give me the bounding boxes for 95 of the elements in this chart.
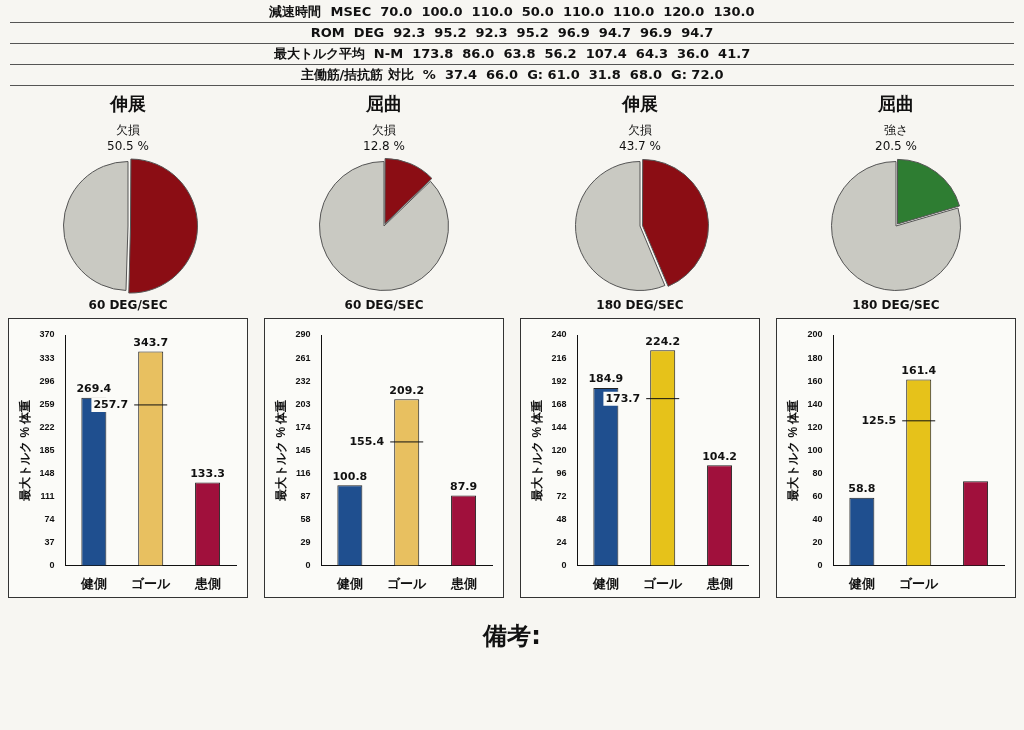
y-tick-label: 116: [295, 467, 311, 478]
y-tick-label: 180: [807, 352, 823, 363]
y-tick-label: 333: [39, 352, 55, 363]
chart-title: 屈曲: [365, 92, 403, 116]
text: 備考:: [481, 621, 542, 652]
x-tick-label: 健側: [591, 575, 619, 591]
slice-label: 欠損: [115, 122, 141, 139]
y-tick-label: 96: [556, 467, 567, 478]
y-tick-label: 174: [295, 421, 311, 432]
y-tick-label: 222: [39, 421, 55, 432]
ref-line-label: 173.7: [605, 391, 641, 405]
text: 減速時間 MSEC 70.0 100.0 110.0 50.0 110.0 110.0 120.0 130.0: [10, 2, 1014, 23]
data-label: 224.2: [645, 334, 681, 348]
y-tick-label: 60: [812, 490, 823, 501]
y-tick-label: 74: [44, 513, 55, 524]
y-tick-label: 0: [817, 559, 823, 570]
y-tick-label: 120: [551, 444, 567, 455]
y-tick-label: 24: [556, 536, 567, 547]
data-label: 343.7: [133, 335, 169, 349]
text: 最大トルク平均 N-M 173.8 86.0 63.8 56.2 107.4 64.3 36.0 41.7: [10, 44, 1014, 65]
y-tick-label: 145: [295, 444, 311, 455]
y-tick-label: 40: [812, 513, 823, 524]
chart-title: 屈曲: [877, 92, 915, 116]
data-label: 50.5 %: [106, 139, 150, 153]
y-tick-label: 296: [39, 375, 55, 386]
y-axis-title: 最大トルク % 体重: [17, 399, 32, 502]
x-tick-label: ゴール: [131, 575, 172, 591]
data-label: 104.2: [702, 449, 737, 463]
y-tick-label: 203: [295, 398, 311, 409]
x-tick-label: ゴール: [899, 575, 940, 591]
ref-line-label: 125.5: [861, 413, 897, 427]
y-tick-label: 140: [807, 398, 823, 409]
data-label: 184.9: [588, 372, 624, 386]
data-label: 100.8: [332, 469, 368, 483]
y-tick-label: 100: [807, 444, 823, 455]
y-tick-label: 80: [812, 467, 823, 478]
y-tick-label: 370: [39, 329, 55, 340]
slice-label: 強さ: [883, 122, 909, 139]
x-tick-label: 患側: [449, 575, 477, 591]
text: ROM DEG 92.3 95.2 92.3 95.2 96.9 94.7 96.9 94.7: [10, 23, 1014, 44]
y-tick-label: 290: [295, 329, 311, 340]
y-tick-label: 87: [300, 490, 311, 501]
x-tick-label: ゴール: [643, 575, 684, 591]
y-tick-label: 259: [39, 398, 55, 409]
text: 60 DEG/SEC: [87, 298, 169, 312]
y-tick-label: 0: [49, 559, 55, 570]
y-axis-title: 最大トルク % 体重: [529, 399, 544, 502]
data-label: 161.4: [901, 363, 937, 377]
y-tick-label: 29: [300, 536, 311, 547]
slice-label: 欠損: [627, 122, 653, 139]
y-tick-label: 200: [807, 329, 823, 340]
y-tick-label: 72: [556, 490, 567, 501]
y-axis-title: 最大トルク % 体重: [785, 399, 800, 502]
y-tick-label: 0: [305, 559, 311, 570]
x-tick-label: 患側: [193, 575, 221, 591]
y-tick-label: 20: [812, 536, 823, 547]
y-axis-title: 最大トルク % 体重: [273, 399, 288, 502]
y-tick-label: 160: [807, 375, 823, 386]
data-label: 209.2: [389, 383, 425, 397]
data-label: 12.8 %: [362, 139, 406, 153]
chart-title: 伸展: [620, 92, 659, 116]
data-label: 133.3: [190, 466, 225, 480]
chart-title: 伸展: [108, 92, 147, 116]
y-tick-label: 48: [556, 513, 567, 524]
y-tick-label: 192: [551, 375, 567, 386]
text: 60 DEG/SEC: [343, 298, 425, 312]
y-tick-label: 37: [44, 536, 55, 547]
data-label: 269.4: [76, 382, 112, 395]
y-tick-label: 58: [300, 513, 311, 524]
y-tick-label: 111: [40, 490, 55, 501]
text: 180 DEG/SEC: [851, 298, 941, 312]
ref-line-label: 257.7: [93, 397, 129, 411]
y-tick-label: 0: [561, 559, 567, 570]
data-label: 43.7 %: [618, 139, 662, 153]
ref-line-label: 155.4: [349, 434, 385, 448]
data-label: 58.8: [848, 482, 876, 496]
y-tick-label: 240: [551, 329, 567, 340]
data-label: 20.5 %: [874, 139, 918, 153]
y-tick-label: 144: [551, 421, 567, 432]
y-tick-label: 261: [295, 352, 311, 363]
slice-label: 欠損: [371, 122, 397, 139]
y-tick-label: 185: [39, 444, 55, 455]
y-tick-label: 120: [807, 421, 823, 432]
y-tick-label: 148: [39, 467, 55, 478]
x-tick-label: 健側: [79, 575, 107, 591]
x-tick-label: 患側: [705, 575, 733, 591]
x-tick-label: 健側: [847, 575, 875, 591]
text: 主働筋/拮抗筋 対比 % 37.4 66.0 G: 61.0 31.8 68.0 G: 72.0: [10, 65, 1014, 86]
x-tick-label: ゴール: [387, 575, 428, 591]
y-tick-label: 168: [551, 398, 567, 409]
x-tick-label: 健側: [335, 575, 363, 591]
data-label: 87.9: [450, 479, 478, 493]
y-tick-label: 216: [551, 352, 567, 363]
y-tick-label: 232: [295, 375, 311, 386]
text: 180 DEG/SEC: [595, 298, 685, 312]
